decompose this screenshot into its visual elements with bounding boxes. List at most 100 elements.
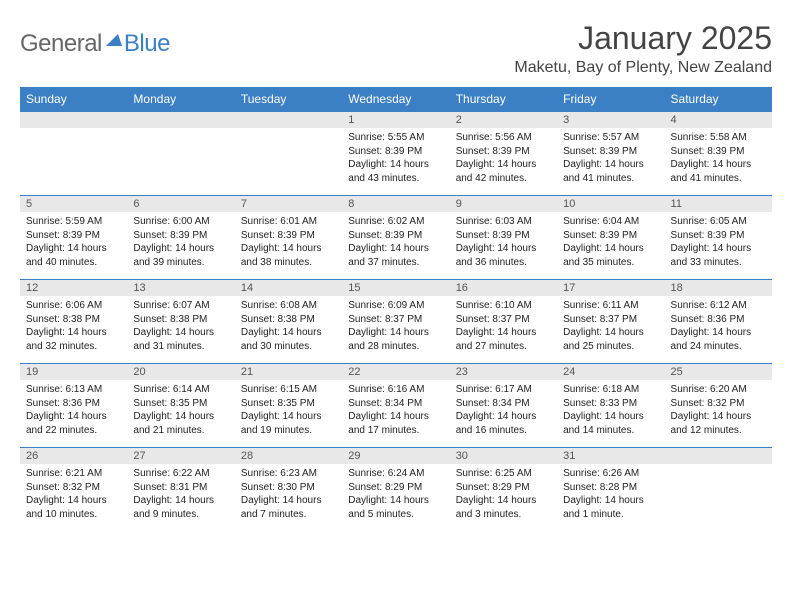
daylight-text-1: Daylight: 14 hours (456, 410, 551, 424)
daylight-text-2: and 41 minutes. (671, 172, 766, 186)
day-content-cell: Sunrise: 6:20 AMSunset: 8:32 PMDaylight:… (665, 380, 772, 447)
day-number (127, 111, 234, 128)
daylight-text-1: Daylight: 14 hours (456, 494, 551, 508)
sunset-text: Sunset: 8:35 PM (241, 397, 336, 411)
day-content-cell: Sunrise: 6:08 AMSunset: 8:38 PMDaylight:… (235, 296, 342, 363)
day-content: Sunrise: 6:20 AMSunset: 8:32 PMDaylight:… (665, 380, 772, 447)
day-number-cell: 17 (557, 279, 664, 296)
day-content-cell: Sunrise: 6:05 AMSunset: 8:39 PMDaylight:… (665, 212, 772, 279)
day-number: 2 (450, 111, 557, 128)
sunset-text: Sunset: 8:37 PM (456, 313, 551, 327)
sunrise-text: Sunrise: 6:16 AM (348, 383, 443, 397)
sunset-text: Sunset: 8:32 PM (26, 481, 121, 495)
daylight-text-1: Daylight: 14 hours (563, 158, 658, 172)
day-content-cell: Sunrise: 6:21 AMSunset: 8:32 PMDaylight:… (20, 464, 127, 531)
day-number: 24 (557, 363, 664, 380)
sunset-text: Sunset: 8:39 PM (348, 229, 443, 243)
day-content-cell: Sunrise: 6:24 AMSunset: 8:29 PMDaylight:… (342, 464, 449, 531)
sunset-text: Sunset: 8:34 PM (348, 397, 443, 411)
sunrise-text: Sunrise: 6:06 AM (26, 299, 121, 313)
day-number-cell: 23 (450, 363, 557, 380)
day-content: Sunrise: 6:13 AMSunset: 8:36 PMDaylight:… (20, 380, 127, 447)
day-content-cell: Sunrise: 6:12 AMSunset: 8:36 PMDaylight:… (665, 296, 772, 363)
sunset-text: Sunset: 8:38 PM (133, 313, 228, 327)
day-number-cell: 10 (557, 195, 664, 212)
daylight-text-1: Daylight: 14 hours (241, 242, 336, 256)
daylight-text-1: Daylight: 14 hours (133, 242, 228, 256)
day-header: Saturday (665, 87, 772, 111)
sunset-text: Sunset: 8:37 PM (563, 313, 658, 327)
day-content-cell: Sunrise: 6:16 AMSunset: 8:34 PMDaylight:… (342, 380, 449, 447)
day-number-cell: 7 (235, 195, 342, 212)
daylight-text-1: Daylight: 14 hours (671, 410, 766, 424)
day-number: 13 (127, 279, 234, 296)
day-number: 16 (450, 279, 557, 296)
day-content-cell: Sunrise: 6:10 AMSunset: 8:37 PMDaylight:… (450, 296, 557, 363)
sunrise-text: Sunrise: 6:21 AM (26, 467, 121, 481)
day-number: 29 (342, 447, 449, 464)
day-content: Sunrise: 6:14 AMSunset: 8:35 PMDaylight:… (127, 380, 234, 447)
logo-text-blue: Blue (124, 30, 170, 58)
page-title: January 2025 (514, 20, 772, 57)
sunrise-text: Sunrise: 6:11 AM (563, 299, 658, 313)
day-number: 25 (665, 363, 772, 380)
day-number-cell: 3 (557, 111, 664, 128)
daylight-text-2: and 7 minutes. (241, 508, 336, 522)
day-number-cell: 27 (127, 447, 234, 464)
day-number: 21 (235, 363, 342, 380)
day-number-cell: 24 (557, 363, 664, 380)
sunrise-text: Sunrise: 6:00 AM (133, 215, 228, 229)
day-number: 22 (342, 363, 449, 380)
day-content: Sunrise: 6:23 AMSunset: 8:30 PMDaylight:… (235, 464, 342, 531)
sunset-text: Sunset: 8:38 PM (26, 313, 121, 327)
daylight-text-1: Daylight: 14 hours (348, 494, 443, 508)
daylight-text-2: and 42 minutes. (456, 172, 551, 186)
day-content (20, 128, 127, 195)
sunrise-text: Sunrise: 6:15 AM (241, 383, 336, 397)
day-number: 8 (342, 195, 449, 212)
daylight-text-1: Daylight: 14 hours (671, 242, 766, 256)
sunrise-text: Sunrise: 6:10 AM (456, 299, 551, 313)
day-number: 28 (235, 447, 342, 464)
day-header: Friday (557, 87, 664, 111)
sunrise-text: Sunrise: 6:26 AM (563, 467, 658, 481)
day-content-cell: Sunrise: 6:03 AMSunset: 8:39 PMDaylight:… (450, 212, 557, 279)
day-content-cell: Sunrise: 5:56 AMSunset: 8:39 PMDaylight:… (450, 128, 557, 195)
sunset-text: Sunset: 8:39 PM (133, 229, 228, 243)
day-number-cell: 15 (342, 279, 449, 296)
day-content: Sunrise: 6:04 AMSunset: 8:39 PMDaylight:… (557, 212, 664, 279)
day-content-cell: Sunrise: 6:18 AMSunset: 8:33 PMDaylight:… (557, 380, 664, 447)
day-content-cell (20, 128, 127, 195)
sunrise-text: Sunrise: 5:55 AM (348, 131, 443, 145)
sunset-text: Sunset: 8:35 PM (133, 397, 228, 411)
daylight-text-2: and 25 minutes. (563, 340, 658, 354)
sunrise-text: Sunrise: 6:05 AM (671, 215, 766, 229)
day-number-cell: 18 (665, 279, 772, 296)
day-number-cell: 6 (127, 195, 234, 212)
day-number-cell: 1 (342, 111, 449, 128)
day-number (235, 111, 342, 128)
day-content-cell: Sunrise: 6:23 AMSunset: 8:30 PMDaylight:… (235, 464, 342, 531)
day-number-cell: 4 (665, 111, 772, 128)
day-content-cell: Sunrise: 6:14 AMSunset: 8:35 PMDaylight:… (127, 380, 234, 447)
sunrise-text: Sunrise: 6:09 AM (348, 299, 443, 313)
day-content-cell: Sunrise: 6:00 AMSunset: 8:39 PMDaylight:… (127, 212, 234, 279)
day-content: Sunrise: 6:06 AMSunset: 8:38 PMDaylight:… (20, 296, 127, 363)
day-number: 19 (20, 363, 127, 380)
sunrise-text: Sunrise: 6:03 AM (456, 215, 551, 229)
day-number: 6 (127, 195, 234, 212)
day-header: Monday (127, 87, 234, 111)
sunrise-text: Sunrise: 6:25 AM (456, 467, 551, 481)
header: General Blue January 2025 Maketu, Bay of… (20, 20, 772, 77)
day-number-cell: 30 (450, 447, 557, 464)
day-content: Sunrise: 6:09 AMSunset: 8:37 PMDaylight:… (342, 296, 449, 363)
daylight-text-2: and 12 minutes. (671, 424, 766, 438)
day-content: Sunrise: 6:03 AMSunset: 8:39 PMDaylight:… (450, 212, 557, 279)
daylight-text-1: Daylight: 14 hours (348, 242, 443, 256)
day-content-cell: Sunrise: 6:25 AMSunset: 8:29 PMDaylight:… (450, 464, 557, 531)
day-number-cell: 21 (235, 363, 342, 380)
day-header: Thursday (450, 87, 557, 111)
day-content: Sunrise: 6:01 AMSunset: 8:39 PMDaylight:… (235, 212, 342, 279)
daylight-text-1: Daylight: 14 hours (241, 494, 336, 508)
sunrise-text: Sunrise: 6:13 AM (26, 383, 121, 397)
